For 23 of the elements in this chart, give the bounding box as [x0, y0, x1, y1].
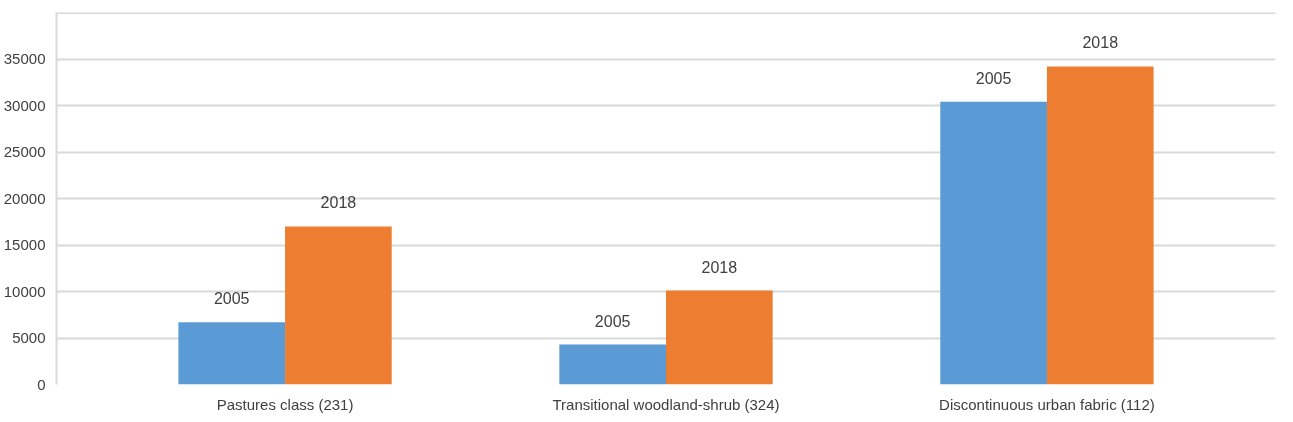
series-label: 2018: [320, 194, 357, 212]
y-tick-label: 30000: [3, 96, 46, 114]
y-tick-label: 15000: [3, 236, 46, 253]
text: 2005: [594, 312, 631, 330]
text: 2018: [701, 258, 738, 276]
y-tick-label: 20000: [3, 189, 46, 207]
y-tick-label: 25000: [3, 143, 46, 160]
x-tick-label: Discontinuous urban fabric (112): [939, 395, 1155, 413]
series-label: 2005: [213, 290, 250, 308]
y-tick-label: 5000: [12, 329, 46, 346]
bar: [285, 226, 392, 385]
bar: [559, 344, 666, 385]
bar: [940, 101, 1047, 385]
bar: [1046, 66, 1154, 385]
text: 2005: [975, 69, 1012, 87]
y-tick-label: 0: [37, 375, 46, 393]
x-tick-label: Transitional woodland-shrub (324): [552, 395, 780, 413]
x-tick-label: Pastures class (231): [216, 395, 354, 413]
y-tick-label: 35000: [3, 50, 46, 67]
bar: [666, 290, 773, 385]
y-tick-label: 10000: [3, 282, 46, 300]
text: 2018: [1082, 34, 1119, 52]
bar: [178, 322, 286, 385]
